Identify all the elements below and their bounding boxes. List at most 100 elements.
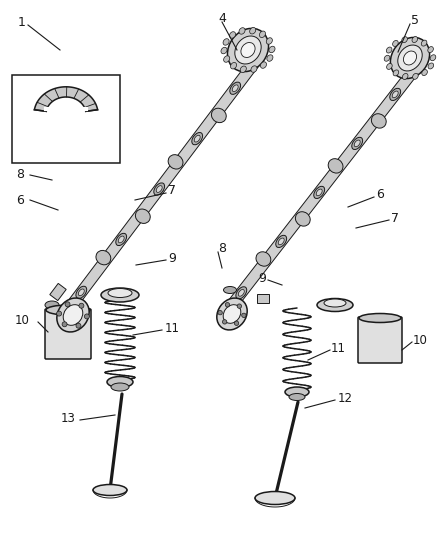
Circle shape (79, 303, 84, 308)
Ellipse shape (108, 288, 132, 297)
Bar (50, 284, 66, 301)
Ellipse shape (76, 286, 87, 298)
Ellipse shape (384, 55, 390, 61)
Ellipse shape (276, 235, 286, 247)
Text: 11: 11 (165, 321, 180, 335)
Text: 12: 12 (338, 392, 353, 405)
Ellipse shape (154, 183, 165, 195)
Circle shape (237, 304, 241, 308)
Ellipse shape (267, 55, 273, 61)
Ellipse shape (255, 491, 295, 505)
Ellipse shape (156, 185, 162, 192)
Ellipse shape (266, 38, 272, 44)
Ellipse shape (230, 62, 237, 69)
Ellipse shape (403, 51, 417, 65)
Polygon shape (64, 55, 262, 313)
Ellipse shape (403, 74, 408, 79)
Ellipse shape (230, 31, 236, 38)
Polygon shape (35, 87, 98, 111)
Text: 10: 10 (14, 313, 29, 327)
FancyBboxPatch shape (45, 309, 91, 359)
Ellipse shape (238, 289, 244, 296)
Bar (12, 75, 120, 163)
Ellipse shape (250, 28, 256, 34)
Ellipse shape (317, 298, 353, 311)
Ellipse shape (413, 74, 418, 79)
Circle shape (65, 302, 70, 307)
Circle shape (85, 314, 89, 319)
Ellipse shape (390, 88, 401, 101)
Ellipse shape (392, 41, 398, 46)
Bar (257, 294, 269, 303)
Ellipse shape (285, 387, 309, 397)
Ellipse shape (101, 288, 139, 302)
Ellipse shape (390, 37, 430, 78)
Ellipse shape (251, 66, 257, 72)
Ellipse shape (227, 28, 268, 71)
Text: 9: 9 (168, 252, 176, 264)
Ellipse shape (46, 305, 90, 315)
Ellipse shape (235, 36, 261, 64)
Ellipse shape (261, 62, 266, 68)
Ellipse shape (107, 376, 133, 387)
Ellipse shape (232, 85, 238, 92)
Ellipse shape (223, 305, 241, 324)
Ellipse shape (354, 140, 360, 147)
Ellipse shape (223, 287, 237, 294)
Circle shape (218, 310, 223, 315)
Ellipse shape (421, 40, 427, 46)
Ellipse shape (96, 251, 111, 265)
Ellipse shape (93, 484, 127, 496)
Ellipse shape (259, 31, 265, 37)
Ellipse shape (428, 46, 433, 53)
FancyBboxPatch shape (358, 317, 402, 363)
Ellipse shape (118, 236, 124, 243)
Text: 4: 4 (218, 12, 226, 25)
Circle shape (223, 320, 227, 324)
Ellipse shape (57, 298, 89, 332)
Ellipse shape (289, 393, 305, 400)
Text: 13: 13 (60, 411, 75, 424)
Ellipse shape (63, 305, 83, 325)
Circle shape (234, 321, 239, 326)
Ellipse shape (328, 159, 343, 173)
Text: 8: 8 (16, 168, 24, 182)
Text: 11: 11 (331, 342, 346, 354)
Text: 6: 6 (376, 189, 384, 201)
Ellipse shape (393, 70, 399, 76)
Ellipse shape (324, 299, 346, 307)
Text: 8: 8 (218, 241, 226, 254)
Ellipse shape (192, 133, 203, 145)
Ellipse shape (402, 37, 407, 43)
Ellipse shape (223, 39, 229, 45)
Ellipse shape (412, 37, 417, 43)
Ellipse shape (392, 91, 398, 98)
Circle shape (76, 323, 81, 328)
Ellipse shape (224, 56, 230, 62)
Ellipse shape (352, 138, 363, 149)
Ellipse shape (314, 187, 325, 198)
Circle shape (62, 322, 67, 327)
Ellipse shape (239, 28, 245, 34)
Circle shape (225, 303, 230, 307)
Ellipse shape (135, 209, 150, 223)
Circle shape (242, 313, 246, 318)
Circle shape (57, 311, 62, 316)
Ellipse shape (221, 47, 227, 54)
Ellipse shape (212, 108, 226, 123)
Ellipse shape (116, 233, 127, 246)
Ellipse shape (241, 43, 255, 58)
Ellipse shape (269, 46, 275, 53)
Polygon shape (224, 62, 422, 313)
Ellipse shape (428, 63, 434, 69)
Ellipse shape (430, 55, 436, 61)
Text: 6: 6 (16, 193, 24, 206)
Text: 10: 10 (413, 334, 427, 346)
Ellipse shape (230, 82, 240, 94)
Ellipse shape (422, 70, 427, 76)
Text: 7: 7 (391, 212, 399, 224)
Text: 7: 7 (168, 183, 176, 197)
Ellipse shape (316, 189, 322, 196)
Ellipse shape (194, 135, 200, 142)
Ellipse shape (256, 252, 271, 266)
